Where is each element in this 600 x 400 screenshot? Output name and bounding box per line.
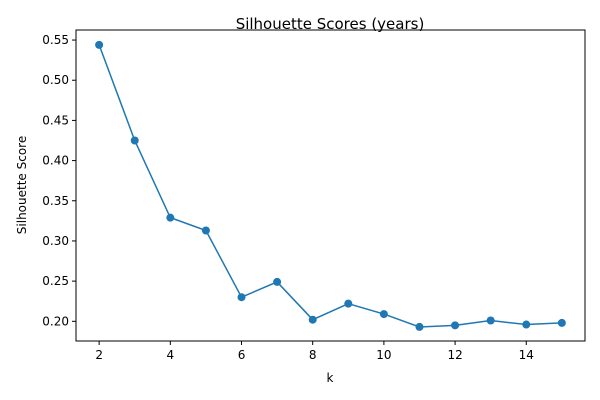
data-point [451, 321, 460, 330]
data-point [201, 226, 210, 235]
x-tick-label: 8 [309, 348, 317, 362]
chart-title: Silhouette Scores (years) [236, 15, 425, 33]
x-tick-label: 2 [95, 348, 103, 362]
x-tick-label: 10 [376, 348, 391, 362]
axes-frame [75, 29, 586, 342]
y-tick-label: 0.45 [42, 113, 69, 127]
y-tick-label: 0.30 [42, 234, 69, 248]
data-point [237, 293, 246, 302]
data-point [522, 320, 531, 329]
data-point [486, 316, 495, 325]
x-tick-label: 12 [447, 348, 462, 362]
x-tick-label: 14 [519, 348, 534, 362]
data-point [415, 322, 424, 331]
y-tick-label: 0.50 [42, 73, 69, 87]
y-axis: 0.20 0.25 0.30 0.35 0.40 0.45 0.50 0.55 [42, 33, 76, 328]
y-tick-label: 0.25 [42, 274, 69, 288]
x-axis: 2 4 6 8 10 12 14 [95, 341, 534, 362]
data-point [344, 299, 353, 308]
data-point [95, 40, 104, 49]
data-point [273, 277, 282, 286]
series-layer [95, 40, 566, 331]
series-line [98, 44, 562, 328]
x-tick-label: 4 [167, 348, 175, 362]
plot-area [75, 29, 586, 342]
y-axis-label: Silhouette Score [15, 136, 29, 234]
data-point [379, 310, 388, 319]
y-tick-label: 0.35 [42, 194, 69, 208]
data-point [166, 213, 175, 222]
y-tick-label: 0.40 [42, 154, 69, 168]
x-axis-label: k [327, 371, 334, 385]
data-point [308, 315, 317, 324]
x-tick-label: 6 [238, 348, 246, 362]
data-point [130, 136, 139, 145]
y-tick-label: 0.20 [42, 314, 69, 328]
data-point [557, 318, 566, 327]
y-tick-label: 0.55 [42, 33, 69, 47]
